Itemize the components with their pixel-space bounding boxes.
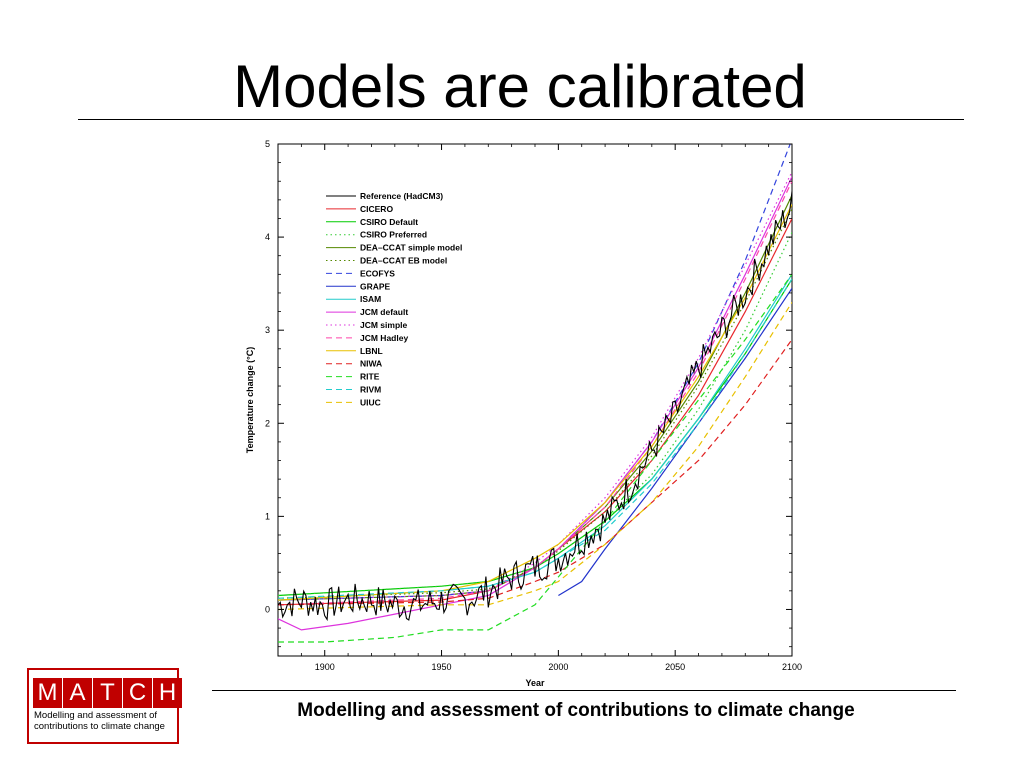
- slide-title: Models are calibrated: [233, 53, 807, 120]
- logo-letter: T: [93, 678, 122, 708]
- series-line: [558, 287, 792, 597]
- legend-label: DEA–CCAT simple model: [360, 243, 462, 253]
- series-line: [278, 273, 792, 643]
- match-logo: M A T C H Modelling and assessment of co…: [27, 668, 182, 744]
- legend-label: UIUC: [360, 397, 381, 407]
- footer-caption: Modelling and assessment of contribution…: [297, 700, 855, 721]
- temperature-chart: 1900 1950 2000 2050 2100 0 1 2 3 4 5 Reference (Ha…: [245, 139, 802, 688]
- legend-label: JCM simple: [360, 320, 408, 330]
- legend-label: CSIRO Default: [360, 217, 418, 227]
- x-tick-label: 2100: [782, 662, 802, 672]
- logo-letter: C: [123, 678, 152, 708]
- series-line: [278, 176, 792, 631]
- series-line: [278, 194, 792, 601]
- legend-label: RITE: [360, 372, 380, 382]
- legend-label: CSIRO Preferred: [360, 230, 427, 240]
- logo-letters: M A T C H: [33, 678, 183, 708]
- x-tick-label: 1900: [315, 662, 335, 672]
- x-tick-label: 2050: [665, 662, 685, 672]
- footer-divider: [212, 690, 956, 691]
- y-tick-label: 5: [265, 139, 270, 149]
- logo-letter: H: [153, 678, 182, 708]
- series-line: [278, 171, 792, 601]
- legend: Reference (HadCM3) CICERO CSIRO Default CSI…: [326, 191, 462, 407]
- series-line: [278, 218, 792, 606]
- y-tick-label: 3: [265, 325, 270, 335]
- series-line: [278, 208, 792, 599]
- legend-label: GRAPE: [360, 281, 391, 291]
- logo-letter: A: [63, 678, 92, 708]
- series-line: [278, 273, 792, 601]
- y-axis-label: Temperature change (°C): [245, 347, 255, 453]
- y-tick-label: 2: [265, 418, 270, 428]
- legend-label: ISAM: [360, 294, 381, 304]
- x-tick-label: 1950: [432, 662, 452, 672]
- logo-subtitle: Modelling and assessment of contribution…: [34, 710, 165, 732]
- legend-label: CICERO: [360, 204, 393, 214]
- y-tick-label: 0: [265, 604, 270, 614]
- series-line: [278, 180, 792, 606]
- x-axis-label: Year: [525, 678, 545, 688]
- title-divider: [78, 119, 964, 120]
- y-tick-label: 4: [265, 232, 270, 242]
- legend-label: JCM Hadley: [360, 333, 408, 343]
- legend-label: Reference (HadCM3): [360, 191, 443, 201]
- series-line: [278, 278, 792, 599]
- series-line: [278, 204, 792, 601]
- axes-layer: 1900 1950 2000 2050 2100 0 1 2 3 4 5: [265, 139, 802, 672]
- y-tick-label: 1: [265, 511, 270, 521]
- series-line: [278, 278, 792, 597]
- legend-label: NIWA: [360, 359, 382, 369]
- series-line: [278, 301, 792, 611]
- logo-letter: M: [33, 678, 62, 708]
- series-line: [278, 232, 792, 597]
- legend-label: LBNL: [360, 346, 383, 356]
- legend-label: DEA–CCAT EB model: [360, 256, 447, 266]
- legend-label: ECOFYS: [360, 268, 395, 278]
- x-tick-label: 2000: [548, 662, 568, 672]
- series-line: [278, 339, 792, 606]
- series-layer: [278, 144, 792, 643]
- series-line: [278, 191, 792, 622]
- legend-label: JCM default: [360, 307, 408, 317]
- legend-label: RIVM: [360, 385, 381, 395]
